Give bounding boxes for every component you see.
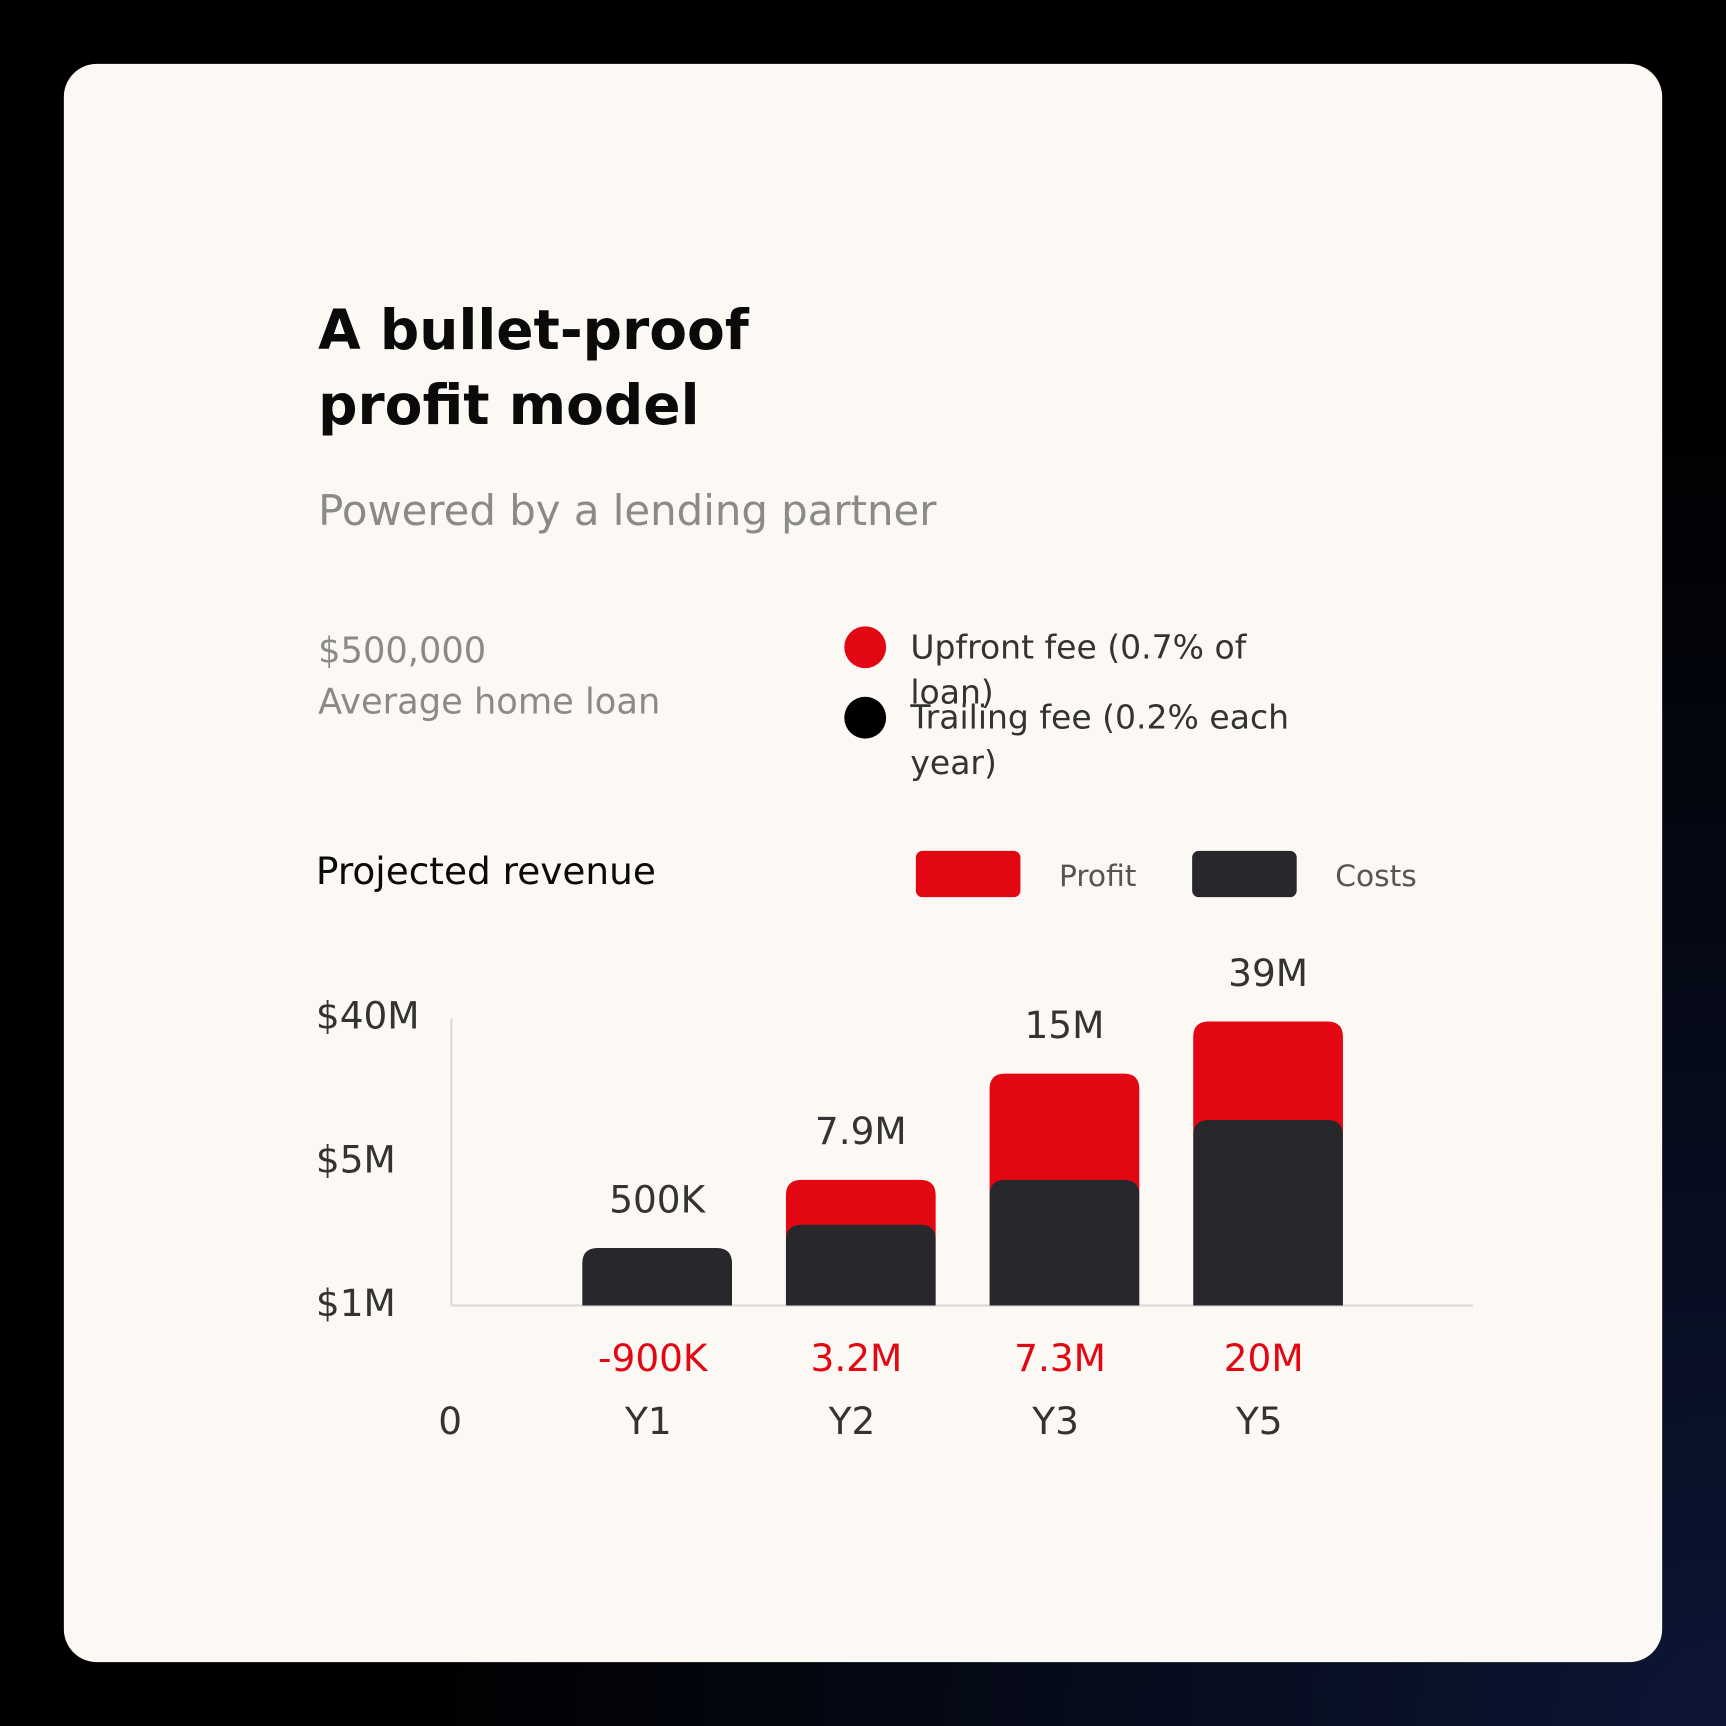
y-tick-label: $1M [316,1281,396,1325]
bar-segment [785,1224,936,1306]
x-tick-label: Y5 [1235,1399,1283,1443]
bar-segment [989,1073,1140,1196]
total-label: 7.9M [815,1109,907,1153]
bar-segment [1193,1021,1343,1136]
chart-title: Projected revenue [315,849,656,894]
profit-label: -900K [598,1336,709,1380]
x-tick-label: Y3 [1031,1399,1079,1443]
origin-label: 0 [438,1399,462,1443]
fee-bullet [844,696,887,739]
profit-label: 20M [1224,1336,1304,1380]
fee-label: Trailing fee (0.2% each year) [910,698,1290,783]
legend-swatch [1192,850,1297,898]
x-tick-label: Y2 [828,1399,876,1443]
loan-label: Average home loan [318,680,661,723]
total-label: 15M [1025,1003,1105,1047]
legend-label: Costs [1335,859,1417,894]
total-label: 500K [609,1177,706,1221]
title: A bullet-proof profit model [318,298,749,438]
total-label: 39M [1228,951,1308,995]
y-tick-label: $40M [316,994,420,1038]
loan-amount: $500,000 [318,629,487,672]
fee-label: Upfront fee (0.7% of loan) [910,628,1247,713]
legend-swatch [915,850,1021,898]
profit-label: 3.2M [811,1336,903,1380]
bar-segment [989,1179,1140,1306]
legend-label: Profit [1059,859,1137,894]
profit-label: 7.3M [1014,1336,1106,1380]
x-tick-label: Y1 [624,1399,672,1443]
bar-segment [582,1248,733,1306]
y-tick-label: $5M [316,1137,396,1181]
subtitle: Powered by a lending partner [318,486,937,535]
bar-segment [1193,1119,1343,1306]
fee-bullet [844,626,887,669]
card [63,63,1663,1663]
